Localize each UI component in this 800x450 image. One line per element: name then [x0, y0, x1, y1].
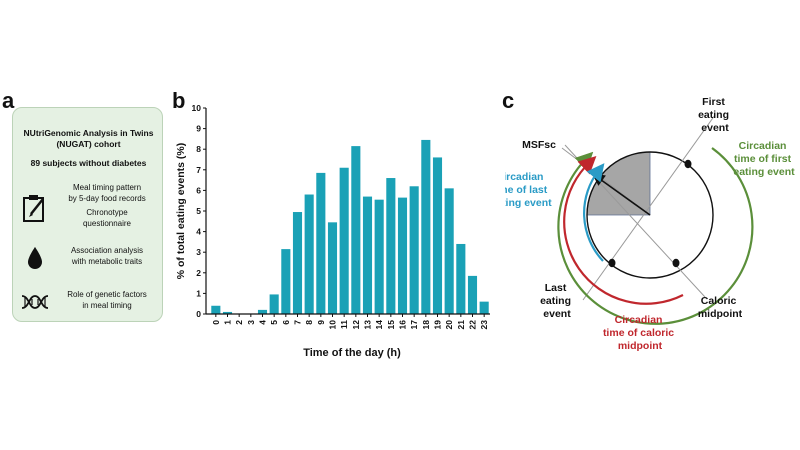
bar-hour-21: [456, 243, 466, 314]
blue-arc: [583, 163, 605, 262]
x-tick-label: 5: [269, 320, 279, 325]
x-tick-label: 18: [421, 320, 431, 330]
x-tick-label: 16: [398, 320, 408, 330]
bar-hour-19: [432, 157, 443, 314]
bar-hour-12: [351, 146, 361, 314]
bar-hour-8: [304, 194, 314, 314]
y-ticks-group: 0 1 2 3 4 5 6 7 8 9 10: [192, 103, 206, 319]
bar-hour-10: [327, 222, 338, 314]
y-tick-label: 7: [196, 165, 201, 175]
caloric-midpoint-dot: [672, 258, 680, 268]
bar-hour-20: [444, 188, 454, 314]
y-axis-label: % of total eating events (%): [175, 143, 187, 280]
x-tick-label: 8: [304, 320, 314, 325]
msfsc-arrow: [591, 173, 651, 216]
first-eating-label: First eating event: [698, 96, 732, 134]
drop-icon: [28, 247, 42, 269]
x-tick-label: 2: [234, 320, 244, 325]
bar-hour-11: [339, 167, 349, 314]
bar-hour-23: [479, 301, 489, 314]
bar-hour-22: [467, 275, 478, 314]
x-ticks-group: 0 1 2 3 4 5 6 7 8 9 10 11 12 13 14 15 16 17 18 19 20 21 22 23: [211, 314, 489, 329]
msfsc-sector: [586, 151, 651, 216]
first-eating-line: [582, 114, 716, 301]
green-arc: [557, 147, 754, 325]
y-tick-label: 6: [196, 185, 201, 195]
msfsc-label: MSFsc: [522, 139, 556, 151]
chronotype-line2: questionnaire: [82, 219, 132, 228]
y-tick-label: 0: [196, 309, 201, 319]
panel-a-letter: a: [2, 88, 15, 113]
circ-last-label: Circadian time of last eating event: [505, 171, 552, 209]
genetic-line2: in meal timing: [82, 301, 132, 310]
y-tick-label: 5: [196, 206, 201, 216]
dna-icon: [21, 295, 49, 309]
bar-hour-7: [292, 212, 303, 314]
x-tick-label: 14: [374, 320, 384, 330]
genetic-line1: Role of genetic factors: [67, 290, 147, 299]
bar-hour-1: [222, 311, 233, 314]
bar-hour-9: [316, 172, 326, 314]
meal-timing-line1: Meal timing pattern: [72, 183, 142, 192]
subjects-count: 89 subjects without diabetes: [30, 158, 147, 168]
y-tick-label: 3: [196, 247, 201, 257]
x-tick-label: 23: [479, 320, 489, 330]
circadian-diagram: First eating event MSFsc Circadian time …: [505, 96, 795, 352]
caloric-midpoint-label: Caloric midpoint: [698, 295, 743, 320]
y-tick-label: 1: [196, 288, 201, 298]
cohort-summary-box: NUtriGenomic Analysis in Twins (NUGAT) c…: [12, 107, 163, 322]
bar-hour-4: [257, 309, 268, 314]
bar-hour-15: [386, 178, 396, 314]
x-tick-label: 3: [246, 320, 256, 325]
bars-group: [211, 139, 489, 314]
y-tick-label: 10: [192, 103, 202, 113]
panel-b-letter: b: [172, 88, 186, 113]
last-eating-dot: [608, 258, 616, 268]
circ-first-label: Circadian time of first eating event: [733, 140, 795, 178]
x-axis-label: Time of the day (h): [303, 347, 401, 359]
x-tick-label: 10: [328, 320, 338, 330]
meal-timing-line2: by 5-day food records: [68, 194, 146, 203]
x-tick-label: 15: [386, 320, 396, 330]
x-tick-label: 17: [409, 320, 419, 330]
bar-hour-17: [409, 186, 419, 314]
x-tick-label: 7: [293, 320, 303, 325]
clipboard-pen-icon: [23, 195, 44, 222]
bar-hour-5: [269, 294, 279, 314]
y-tick-label: 9: [196, 124, 201, 134]
x-tick-label: 13: [363, 320, 373, 330]
x-tick-label: 20: [444, 320, 454, 330]
red-arc: [563, 155, 684, 305]
cohort-title-line2: (NUGAT) cohort: [56, 139, 121, 149]
bar-hour-13: [362, 196, 373, 314]
x-tick-label: 0: [211, 320, 221, 325]
day-circle: [586, 151, 714, 279]
bar-hour-16: [397, 197, 408, 314]
bar-hour-6: [281, 249, 291, 314]
x-tick-label: 22: [468, 320, 478, 330]
last-eating-label: Last eating event: [540, 282, 574, 320]
circ-caloric-label: Circadian time of caloric midpoint: [603, 314, 677, 352]
y-tick-label: 8: [196, 144, 201, 154]
x-tick-label: 19: [433, 320, 443, 330]
x-tick-label: 4: [258, 320, 268, 325]
bar-hour-18: [421, 139, 431, 314]
first-eating-dot: [684, 159, 692, 169]
bar-hour-0: [211, 305, 221, 314]
association-line1: Association analysis: [70, 246, 144, 255]
association-line2: with metabolic traits: [71, 257, 143, 266]
chronotype-line1: Chronotype: [86, 208, 128, 217]
bar-hour-14: [374, 199, 384, 314]
y-tick-label: 2: [196, 268, 201, 278]
x-tick-label: 1: [223, 320, 233, 325]
x-tick-label: 6: [281, 320, 291, 325]
x-tick-label: 9: [316, 320, 326, 325]
x-tick-label: 12: [351, 320, 361, 330]
panel-c-letter: c: [502, 88, 515, 113]
cohort-title-line1: NUtriGenomic Analysis in Twins: [23, 128, 154, 138]
x-tick-label: 21: [456, 320, 466, 330]
y-tick-label: 4: [196, 227, 201, 237]
x-tick-label: 11: [339, 320, 349, 329]
